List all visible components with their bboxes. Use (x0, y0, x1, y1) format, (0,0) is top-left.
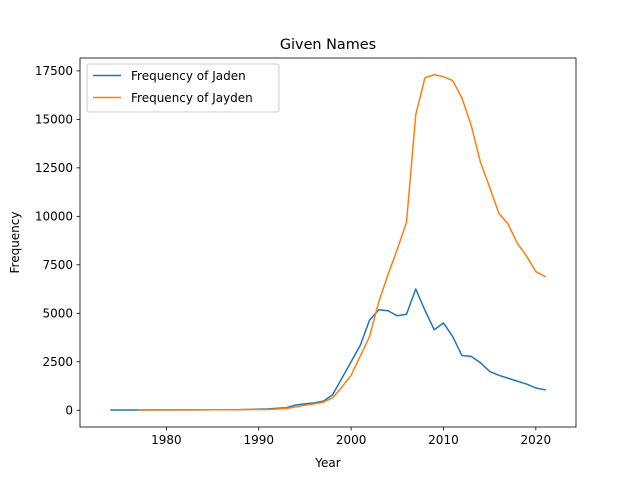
y-tick-label: 2500 (42, 355, 73, 369)
x-axis-label: Year (314, 456, 340, 470)
y-tick-label: 17500 (35, 64, 73, 78)
legend-frame (86, 63, 280, 113)
y-tick-label: 12500 (35, 161, 73, 175)
y-tick-label: 5000 (42, 306, 73, 320)
legend-label-jayden: Frequency of Jayden (131, 91, 253, 105)
legend-entry-jaden: Frequency of Jaden (93, 69, 246, 83)
x-tick-label: 2020 (521, 433, 552, 447)
x-tick-label: 1980 (151, 433, 182, 447)
plot-background (80, 58, 576, 427)
y-tick-label: 0 (65, 403, 73, 417)
legend-entry-jayden: Frequency of Jayden (93, 91, 253, 105)
series-line-jayden (137, 74, 547, 411)
y-axis: 0 2500 5000 7500 10000 12500 15000 17500 (35, 64, 80, 417)
x-tick-label: 2010 (428, 433, 459, 447)
series-layer (110, 74, 547, 411)
y-tick-label: 7500 (42, 258, 73, 272)
y-tick-label: 15000 (35, 113, 73, 127)
x-tick-label: 2000 (336, 433, 367, 447)
legend: Frequency of Jaden Frequency of Jayden (86, 63, 280, 113)
x-axis: 1980 1990 2000 2010 2020 (151, 427, 551, 447)
x-tick-label: 1990 (243, 433, 274, 447)
series-line-jaden (110, 288, 546, 411)
y-tick-label: 10000 (35, 210, 73, 224)
chart-title: Given Names (280, 37, 376, 53)
plot-frame (79, 57, 577, 428)
legend-label-jaden: Frequency of Jaden (131, 69, 246, 83)
y-axis-label: Frequency (8, 212, 22, 274)
plot-area (79, 57, 577, 428)
